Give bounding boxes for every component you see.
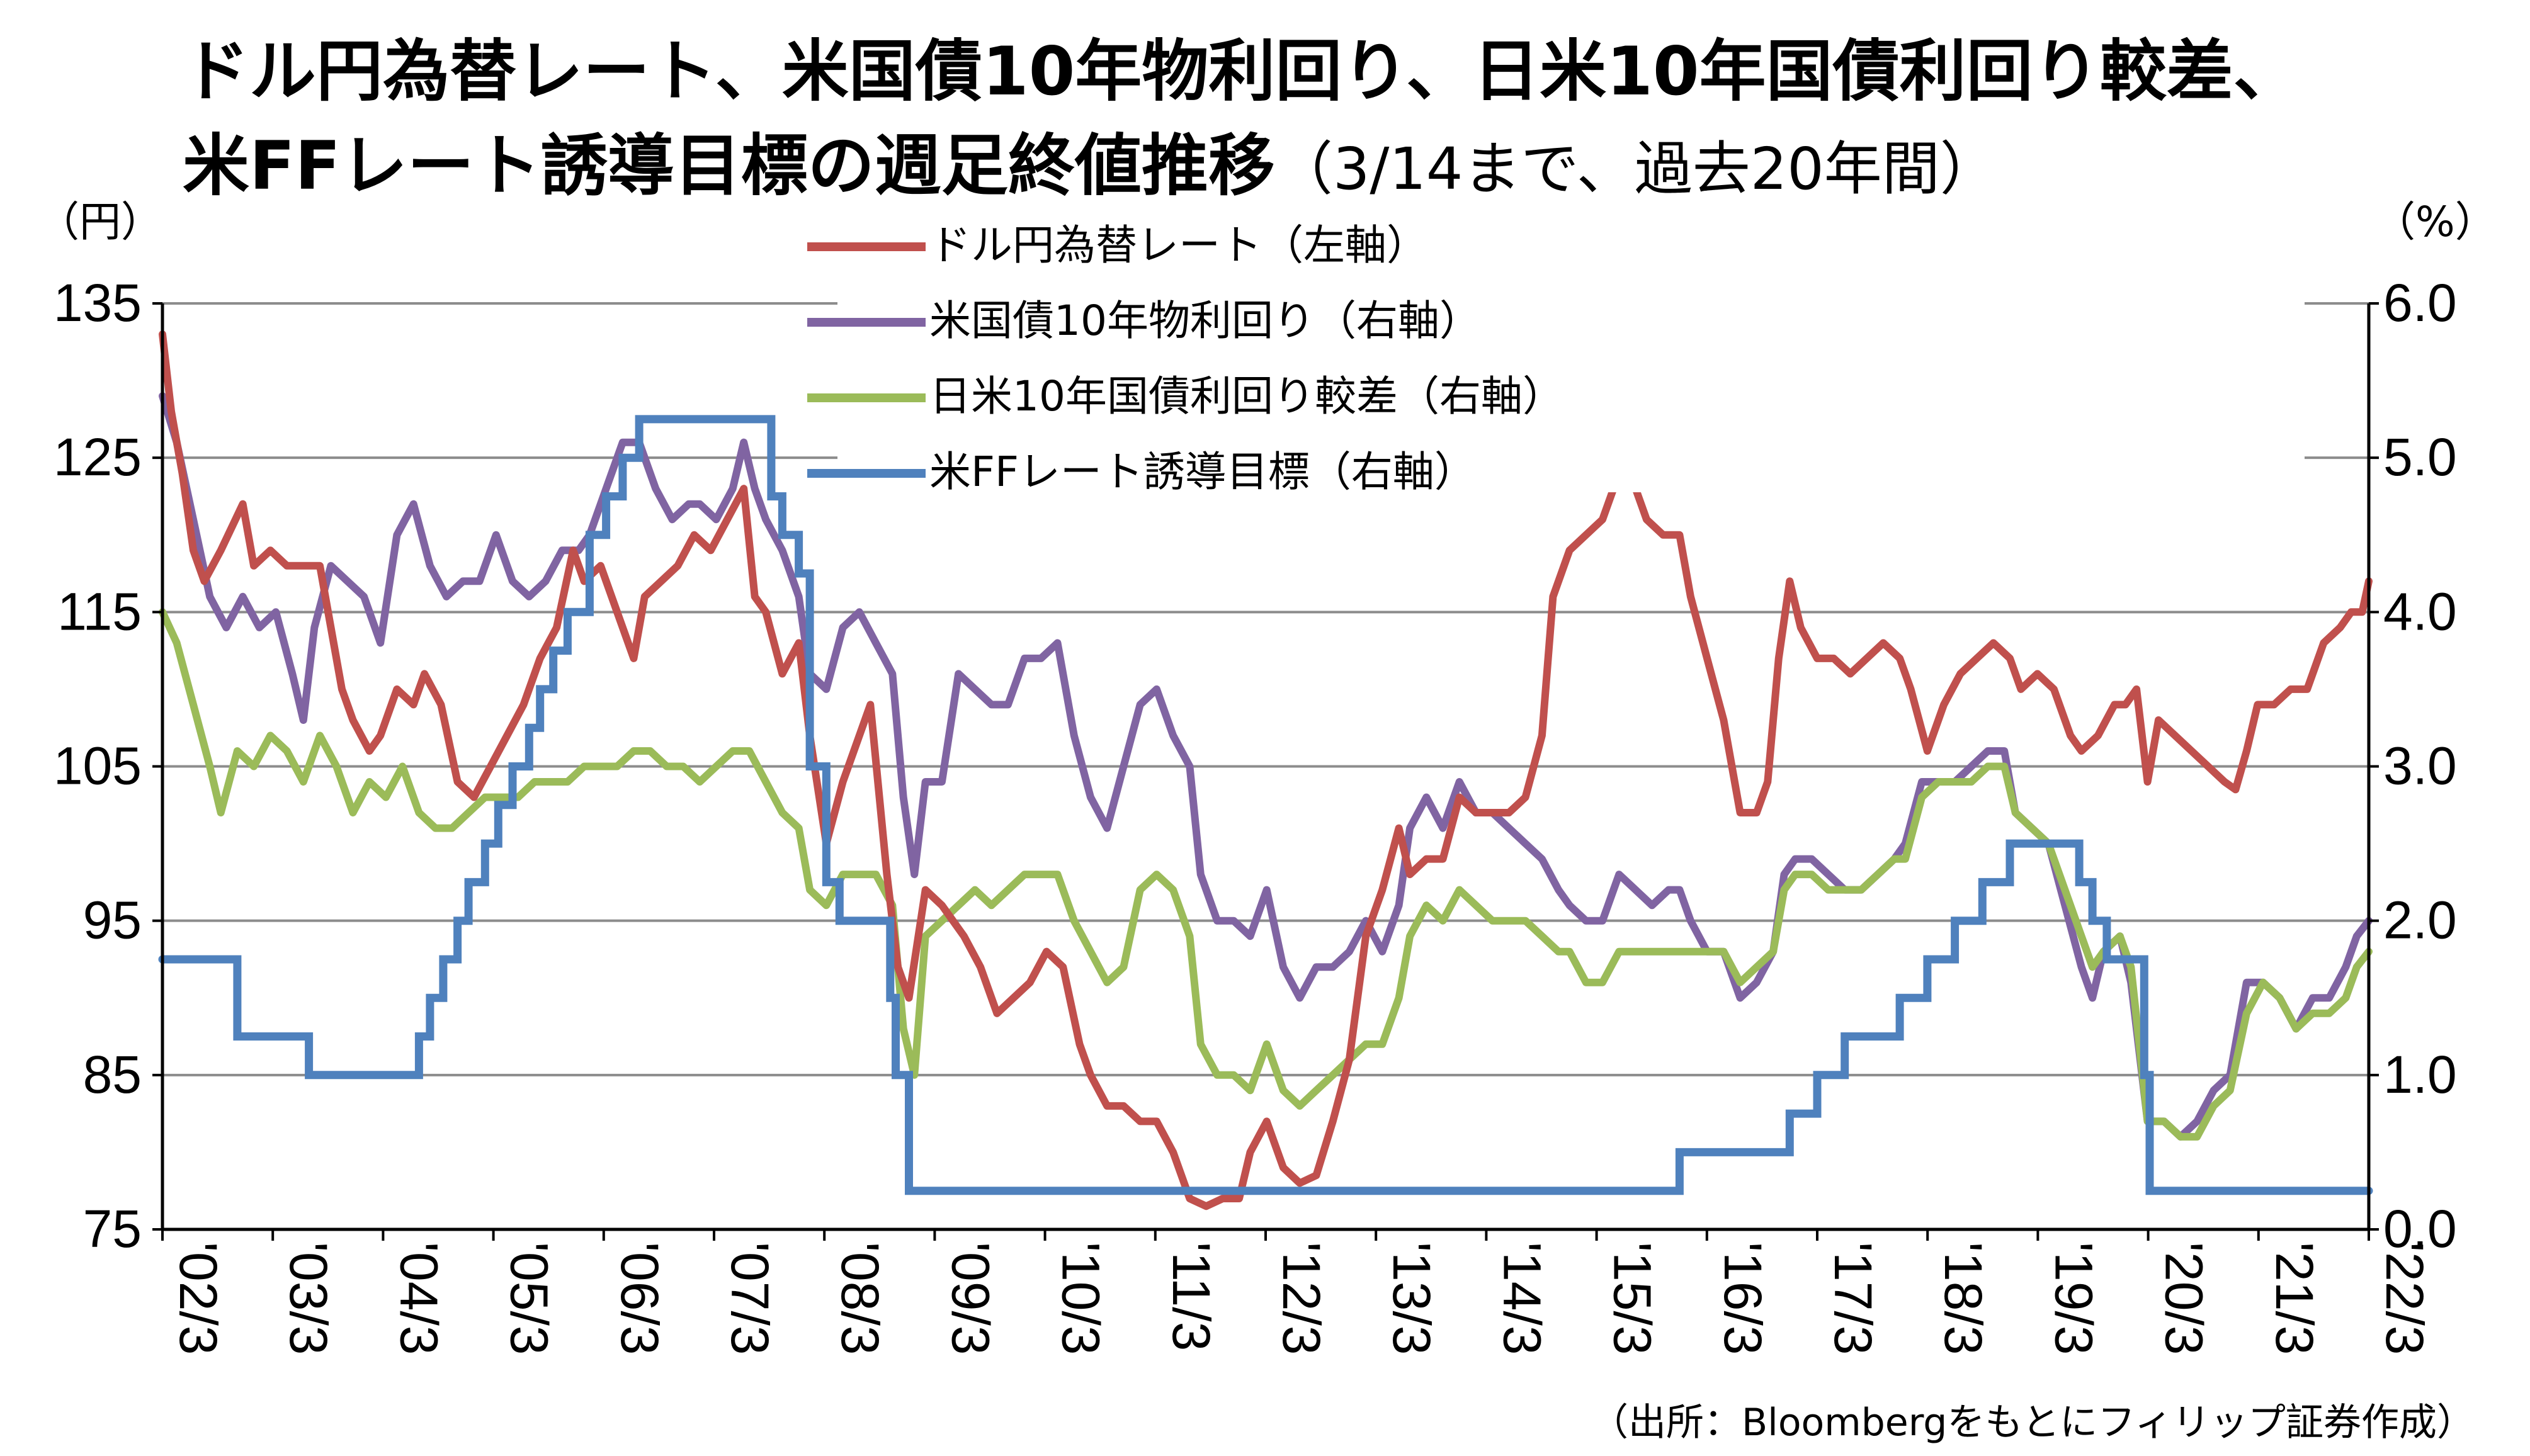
x-tick-label: '15/3 xyxy=(1603,1242,1662,1355)
legend-usdjpy-label: ドル円為替レート（左軸） xyxy=(929,221,1428,269)
x-tick-label: '13/3 xyxy=(1382,1242,1441,1355)
legend-bg xyxy=(837,423,2305,492)
left-tick-label: 105 xyxy=(54,736,142,796)
left-axis-ticks: 135 125 115 105 95 85 75 xyxy=(54,273,142,1258)
chart-title-main: 米FFレート誘導目標の週足終値推移 xyxy=(183,127,1275,205)
left-tick-label: 125 xyxy=(54,427,142,487)
left-tick-label: 75 xyxy=(83,1199,142,1258)
x-tick-label: '10/3 xyxy=(1052,1242,1111,1355)
right-tick-label: 2.0 xyxy=(2383,891,2457,950)
x-tick-label: '02/3 xyxy=(169,1242,228,1355)
source-note: （出所：Bloombergをもとにフィリップ証券作成） xyxy=(1591,1401,2475,1445)
left-tick-label: 95 xyxy=(83,891,142,950)
x-tick-label: '22/3 xyxy=(2375,1242,2434,1355)
plot-area xyxy=(158,330,2373,1211)
x-tick-label: '19/3 xyxy=(2044,1242,2103,1355)
right-tick-label: 5.0 xyxy=(2383,427,2457,487)
x-tick-label: '04/3 xyxy=(389,1242,448,1355)
legend-fed-funds-label: 米FFレート誘導目標（右軸） xyxy=(929,448,1476,496)
chart-title-line1: ドル円為替レート、米国債10年物利回り、日米10年国債利回り較差、 xyxy=(183,33,2300,110)
x-tick-label: '20/3 xyxy=(2155,1242,2214,1355)
x-tick-label: '18/3 xyxy=(1934,1242,1993,1355)
x-tick-label: '03/3 xyxy=(279,1242,338,1355)
x-tick-label: '08/3 xyxy=(831,1242,890,1355)
left-tick-label: 85 xyxy=(83,1045,142,1104)
x-tick-label: '12/3 xyxy=(1272,1242,1331,1355)
right-axis-ticks: 6.0 5.0 4.0 3.0 2.0 1.0 0.0 xyxy=(2383,273,2457,1258)
x-tick-label: '21/3 xyxy=(2265,1242,2324,1355)
legend-bg xyxy=(837,272,2305,341)
x-tick-label: '16/3 xyxy=(1713,1242,1773,1355)
legend-us10y-label: 米国債10年物利回り（右軸） xyxy=(929,296,1481,345)
right-tick-label: 4.0 xyxy=(2383,582,2457,641)
x-tick-label: '09/3 xyxy=(941,1242,1000,1355)
legend: ドル円為替レート（左軸） 米国債10年物利回り（右軸） 日米10年国債利回り較差（右… xyxy=(807,196,2305,496)
x-axis-ticks: '02/3 '03/3 '04/3 '05/3 '06/3 '07/3 '08/3 '09/3… xyxy=(169,1242,2434,1355)
left-axis-unit: （円） xyxy=(38,198,162,246)
legend-bg xyxy=(837,196,2305,266)
right-tick-label: 1.0 xyxy=(2383,1045,2457,1104)
x-tick-label: '06/3 xyxy=(610,1242,669,1355)
left-tick-label: 135 xyxy=(54,273,142,332)
right-tick-label: 6.0 xyxy=(2383,273,2457,332)
usdjpy-line xyxy=(159,330,2373,1211)
axes xyxy=(152,302,2379,1241)
spread-line xyxy=(159,608,2373,1141)
right-axis-unit: （%） xyxy=(2374,198,2497,246)
x-tick-label: '17/3 xyxy=(1824,1242,1883,1355)
chart-title-suffix: （3/14まで、過去20年間） xyxy=(1275,135,1998,203)
x-tick-label: '11/3 xyxy=(1162,1242,1221,1351)
x-tick-label: '07/3 xyxy=(720,1242,780,1355)
legend-bg xyxy=(837,347,2305,417)
left-tick-label: 115 xyxy=(57,582,142,641)
fed-funds-line xyxy=(158,415,2373,1195)
right-tick-label: 0.0 xyxy=(2383,1199,2457,1258)
x-tick-label: '14/3 xyxy=(1492,1242,1551,1355)
x-tick-label: '05/3 xyxy=(500,1242,559,1355)
chart-title-line2: 米FFレート誘導目標の週足終値推移（3/14まで、過去20年間） xyxy=(183,127,1998,205)
right-tick-label: 3.0 xyxy=(2383,736,2457,796)
legend-spread-label: 日米10年国債利回り較差（右軸） xyxy=(929,372,1564,420)
